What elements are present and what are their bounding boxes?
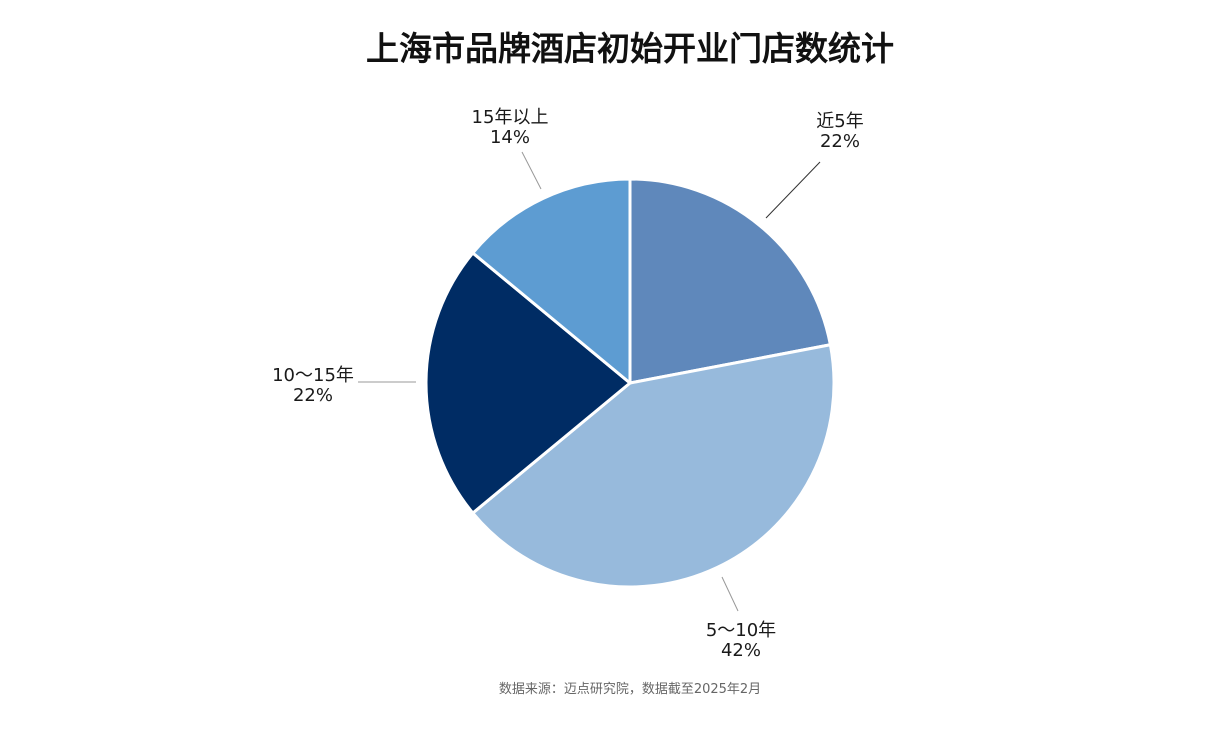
source-note: 数据来源：迈点研究院，数据截至2025年2月 xyxy=(499,682,761,697)
slice-category-label-3: 10～15年 xyxy=(272,365,354,386)
pie-slice-1 xyxy=(628,177,832,385)
pie-slice-2 xyxy=(471,343,836,589)
leader-line-1 xyxy=(765,161,821,219)
slice-category-label-2: 5～10年 xyxy=(706,620,776,641)
pie-slice-4 xyxy=(471,177,632,385)
slice-value-label-3: 22% xyxy=(293,385,333,406)
pie-slices xyxy=(424,177,836,589)
slice-category-label-1: 近5年 xyxy=(816,111,863,132)
pie-slice-3 xyxy=(424,251,632,515)
leader-lines xyxy=(358,151,821,612)
chart-title: 上海市品牌酒店初始开业门店数统计 xyxy=(366,29,894,68)
slice-value-label-4: 14% xyxy=(490,127,530,148)
slice-value-label-2: 42% xyxy=(721,640,761,661)
leader-line-2 xyxy=(721,576,739,612)
leader-line-4 xyxy=(521,151,542,190)
slice-value-label-1: 22% xyxy=(820,131,860,152)
slice-category-label-4: 15年以上 xyxy=(472,107,549,128)
